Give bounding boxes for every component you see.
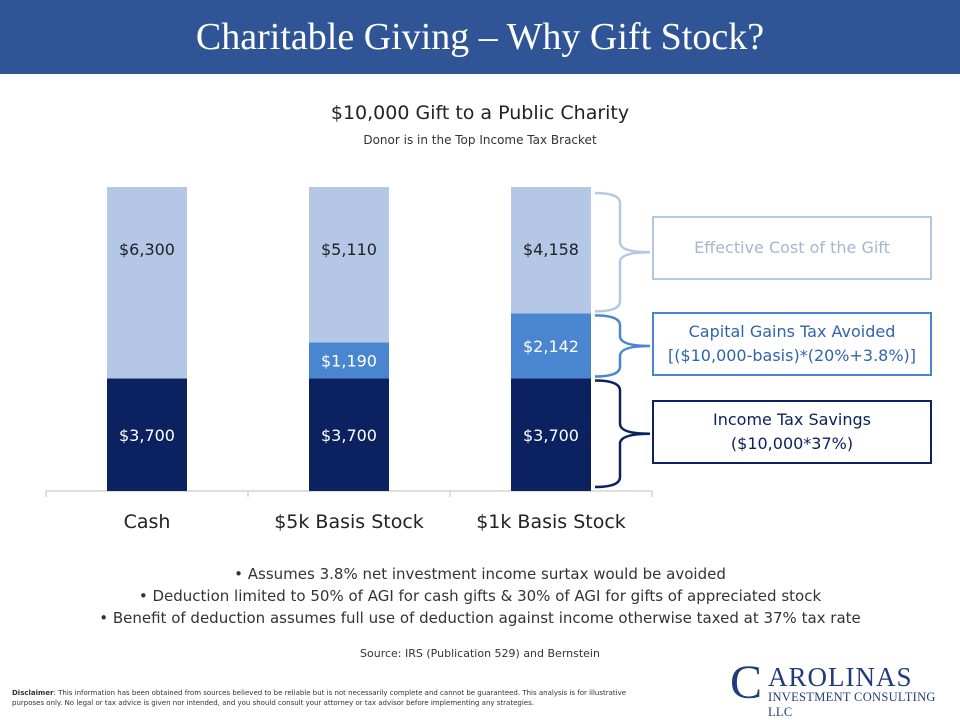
company-logo: C AROLINAS INVESTMENT CONSULTING LLC [730,656,955,720]
bar-effective-cost [511,187,591,314]
callout-effective-cost: Effective Cost of the Gift [652,216,932,280]
x-tick-label: $1k Basis Stock [476,511,626,533]
brace-capital-gains [594,314,651,378]
page-title: Charitable Giving – Why Gift Stock? [195,16,765,58]
bar-income-tax-savings [511,378,591,491]
callout-income-line2: ($10,000*37%) [730,434,854,453]
brace-effective-cost [594,191,651,313]
disclaimer-text: : This information has been obtained fro… [12,689,627,707]
bullet-item: • Deduction limited to 50% of AGI for ca… [138,587,822,605]
bullet-item: • Assumes 3.8% net investment income sur… [234,565,726,583]
source-note: Source: IRS (Publication 529) and Bernst… [360,647,600,660]
data-label: $3,700 [321,426,377,445]
x-tick-label: $5k Basis Stock [274,511,424,533]
callout-capgains-line2: [($10,000-basis)*(20%+3.8%)] [667,346,917,365]
data-label: $3,700 [523,426,579,445]
disclaimer: Disclaimer: This information has been ob… [12,688,652,708]
callout-effective-line1: Effective Cost of the Gift [694,238,890,257]
x-tick-label: Cash [124,511,171,533]
data-label: $6,300 [119,240,175,259]
assumptions-list: • Assumes 3.8% net investment income sur… [0,563,960,629]
bar-effective-cost [309,187,389,343]
bar-income-tax-savings [309,378,389,491]
bar-income-tax-savings [107,378,187,491]
chart-subtitle: Donor is in the Top Income Tax Bracket [363,133,597,147]
bar-effective-cost [107,187,187,379]
data-label: $1,190 [321,351,377,370]
data-label: $5,110 [321,240,377,259]
title-banner: Charitable Giving – Why Gift Stock? [0,0,960,74]
disclaimer-label: Disclaimer [12,689,54,697]
logo-name: AROLINAS [768,662,913,692]
bullet-item: • Benefit of deduction assumes full use … [99,609,861,627]
brace-income-tax [594,379,651,489]
callout-capital-gains: Capital Gains Tax Avoided [($10,000-basi… [652,312,932,376]
callout-income-line1: Income Tax Savings [713,410,871,429]
callout-capgains-line1: Capital Gains Tax Avoided [688,322,896,341]
logo-initial: C [730,656,763,709]
data-label: $2,142 [523,337,579,356]
logo-tagline: INVESTMENT CONSULTING LLC [768,690,936,719]
bar-capital-gains-avoided [511,313,591,379]
data-label: $4,158 [523,240,579,259]
chart-title: $10,000 Gift to a Public Charity [330,102,630,124]
callout-income-tax: Income Tax Savings ($10,000*37%) [652,400,932,464]
bar-capital-gains-avoided [309,342,389,379]
data-label: $3,700 [119,426,175,445]
